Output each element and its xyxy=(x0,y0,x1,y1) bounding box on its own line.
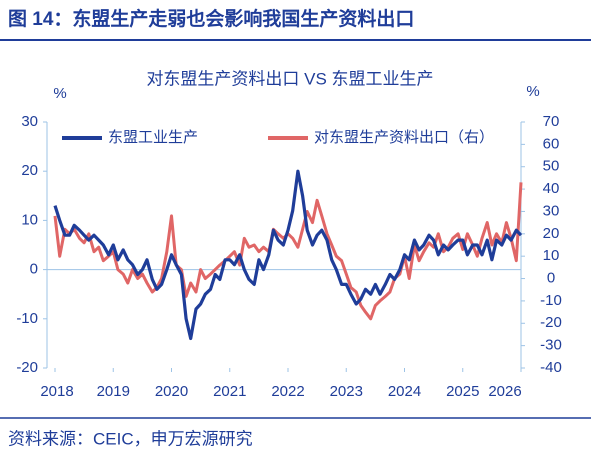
y2-tick-label: 0 xyxy=(547,270,555,287)
y2-tick-label: 60 xyxy=(543,135,560,152)
legend-label: 对东盟生产资料出口（右） xyxy=(314,129,494,146)
source: 资料来源：CEIC，申万宏源研究 xyxy=(8,429,253,448)
y2-tick-label: 10 xyxy=(543,247,560,264)
series-line xyxy=(53,169,523,341)
x-tick-label: 2026 xyxy=(488,383,521,400)
y-tick-label: 20 xyxy=(21,162,38,179)
y2-tick-label: -10 xyxy=(540,292,562,309)
y2-tick-label: -20 xyxy=(540,314,562,331)
x-tick-label: 2020 xyxy=(155,383,188,400)
page-title: 图 14：东盟生产走弱也会影响我国生产资料出口 xyxy=(8,7,414,30)
y-tick-label: 0 xyxy=(30,261,38,278)
x-tick-label: 2023 xyxy=(330,383,363,400)
y2-tick-label: 70 xyxy=(543,113,560,130)
x-tick-label: 2022 xyxy=(271,383,304,400)
y-label: % xyxy=(53,85,66,102)
chart-title: 对东盟生产资料出口 VS 东盟工业生产 xyxy=(146,69,433,88)
y2-tick-label: 30 xyxy=(543,202,560,219)
x-tick-label: 2021 xyxy=(213,383,246,400)
x-tick-label: 2025 xyxy=(446,383,479,400)
x-tick-label: 2018 xyxy=(40,383,73,400)
y-tick-label: -10 xyxy=(16,310,38,327)
y-tick-label: 10 xyxy=(21,211,38,228)
y2-tick-label: 40 xyxy=(543,180,560,197)
y-tick-label: 30 xyxy=(21,113,38,130)
x-tick-label: 2024 xyxy=(388,383,421,400)
legend-label: 东盟工业生产 xyxy=(108,129,198,146)
y2-tick-label: -40 xyxy=(540,359,562,376)
y2-tick-label: 50 xyxy=(543,158,560,175)
x-tick-label: 2019 xyxy=(97,383,130,400)
y2-tick-label: 20 xyxy=(543,225,560,242)
y2-label: % xyxy=(526,83,539,100)
y2-tick-label: -30 xyxy=(540,337,562,354)
y-tick-label: -20 xyxy=(16,359,38,376)
